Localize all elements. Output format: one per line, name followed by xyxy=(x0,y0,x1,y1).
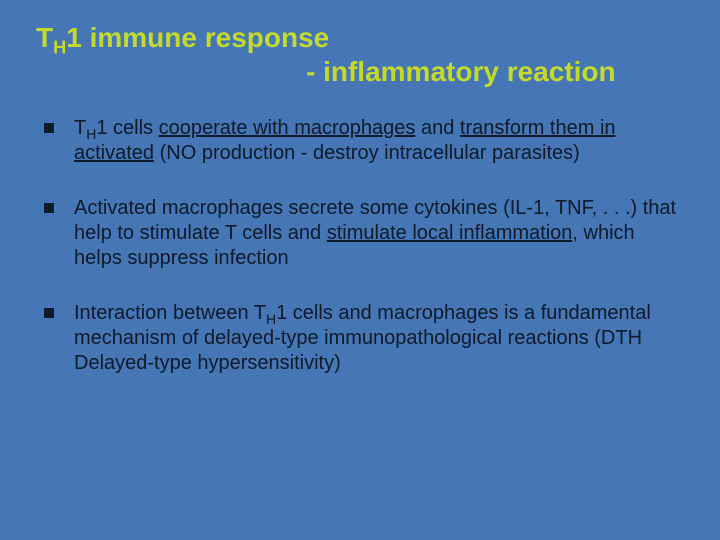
b3-plain1: Interaction between T xyxy=(74,302,266,324)
title-rest: 1 immune response xyxy=(66,22,329,53)
b1-sub-h: H xyxy=(86,126,96,142)
title-t: T xyxy=(36,22,53,53)
b3-sub-h: H xyxy=(266,311,276,327)
bullet-item-1: TH1 cells cooperate with macrophages and… xyxy=(44,116,684,166)
title-block: TH1 immune response - inflammatory react… xyxy=(36,22,684,88)
bullet-item-2: Activated macrophages secrete some cytok… xyxy=(44,196,684,271)
bullet-item-3: Interaction between TH1 cells and macrop… xyxy=(44,301,684,376)
slide: TH1 immune response - inflammatory react… xyxy=(0,0,720,540)
b1-t: T xyxy=(74,117,86,139)
title-sub-h: H xyxy=(53,38,66,58)
title-line-1: TH1 immune response xyxy=(36,22,684,54)
b1-post: 1 cells xyxy=(96,117,158,139)
b1-underline-cooperate: cooperate with macrophages xyxy=(159,117,416,139)
b1-mid: and xyxy=(415,117,459,139)
bullet-list: TH1 cells cooperate with macrophages and… xyxy=(36,116,684,376)
b1-tail: (NO production - destroy intracellular p… xyxy=(154,142,580,164)
title-line-2: - inflammatory reaction xyxy=(36,56,684,88)
b2-underline-inflammation: stimulate local inflammation xyxy=(327,222,573,244)
